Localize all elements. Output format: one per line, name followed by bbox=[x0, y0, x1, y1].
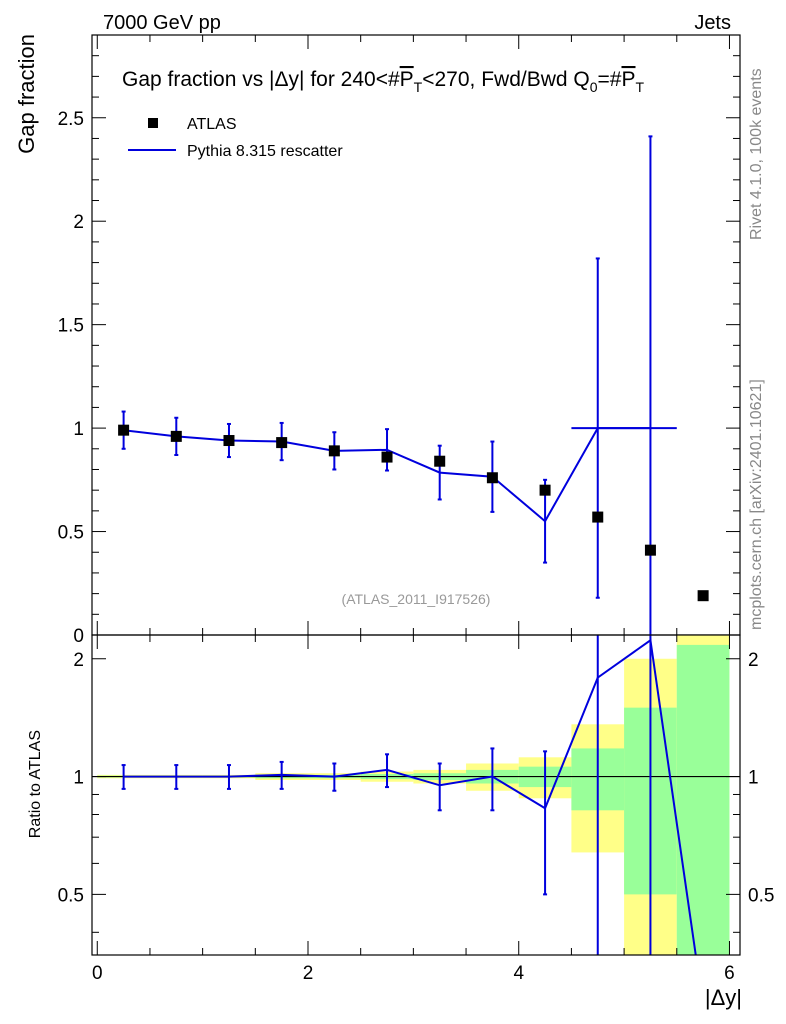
ratio-ytick-label: 2 bbox=[73, 650, 84, 671]
ratio-inner bbox=[92, 635, 740, 955]
ratio-frame bbox=[91, 634, 741, 956]
atlas-data-point bbox=[486, 472, 498, 484]
main-ytick-label: 0.5 bbox=[58, 523, 84, 544]
ratio-ytick-label: 1 bbox=[73, 768, 84, 789]
ratio-ytick-label-right: 1 bbox=[748, 768, 759, 789]
atlas-data-point bbox=[644, 544, 656, 556]
main-plot-area: 0.5 1 1.5 2 2.5 0 bbox=[58, 34, 741, 647]
main-ytick-label: 2.5 bbox=[58, 109, 84, 130]
ratio-xlabel: |Δy| bbox=[705, 985, 742, 1010]
legend-atlas-label: ATLAS bbox=[187, 116, 237, 133]
atlas-data-point bbox=[328, 445, 340, 457]
ratio-ylabel: Ratio to ATLAS bbox=[27, 730, 44, 838]
main-ytick-label: 0 bbox=[73, 626, 84, 647]
atlas-data-point bbox=[118, 424, 130, 436]
ratio-ytick-label: 0.5 bbox=[58, 885, 84, 906]
main-ytick-label: 1 bbox=[73, 419, 84, 440]
legend-mc-label: Pythia 8.315 rescatter bbox=[187, 143, 343, 160]
ratio-xtick-label: 2 bbox=[303, 963, 314, 984]
legend-atlas-marker bbox=[148, 118, 158, 128]
atlas-data-point bbox=[381, 451, 393, 463]
ratio-xtick-label: 4 bbox=[513, 963, 524, 984]
mc-ratio-line bbox=[123, 638, 697, 955]
atlas-data-point bbox=[539, 484, 551, 496]
atlas-data-point bbox=[170, 430, 182, 442]
main-ytick-label: 1.5 bbox=[58, 316, 84, 337]
ratio-ytick-label-right: 0.5 bbox=[748, 885, 774, 906]
mcplots-label: mcplots.cern.ch [arXiv:2401.10621] bbox=[748, 379, 765, 630]
ratio-xtick-label: 0 bbox=[92, 963, 103, 984]
rivet-version-label: Rivet 4.1.0, 100k events bbox=[748, 68, 765, 240]
main-title: Gap fraction vs |Δy| for 240<#PT<270, Fw… bbox=[122, 68, 645, 95]
analysis-watermark: (ATLAS_2011_I917526) bbox=[342, 591, 491, 607]
atlas-data-point bbox=[276, 437, 288, 449]
atlas-data-point bbox=[434, 455, 446, 467]
category-label: Jets bbox=[694, 12, 731, 34]
uncertainty-band-green bbox=[676, 644, 730, 955]
atlas-data-point bbox=[697, 590, 709, 602]
main-ytick-label: 2 bbox=[73, 212, 84, 233]
main-ylabel: Gap fraction bbox=[14, 34, 39, 154]
energy-label: 7000 GeV pp bbox=[103, 12, 221, 34]
ratio-plot-area: 0.5 0.5 1 1 2 2 0 2 4 6 bbox=[58, 634, 774, 984]
atlas-data-point bbox=[592, 511, 604, 523]
ratio-ytick-label-right: 2 bbox=[748, 650, 759, 671]
atlas-data-point bbox=[223, 435, 235, 447]
ratio-xtick-label: 6 bbox=[724, 963, 735, 984]
